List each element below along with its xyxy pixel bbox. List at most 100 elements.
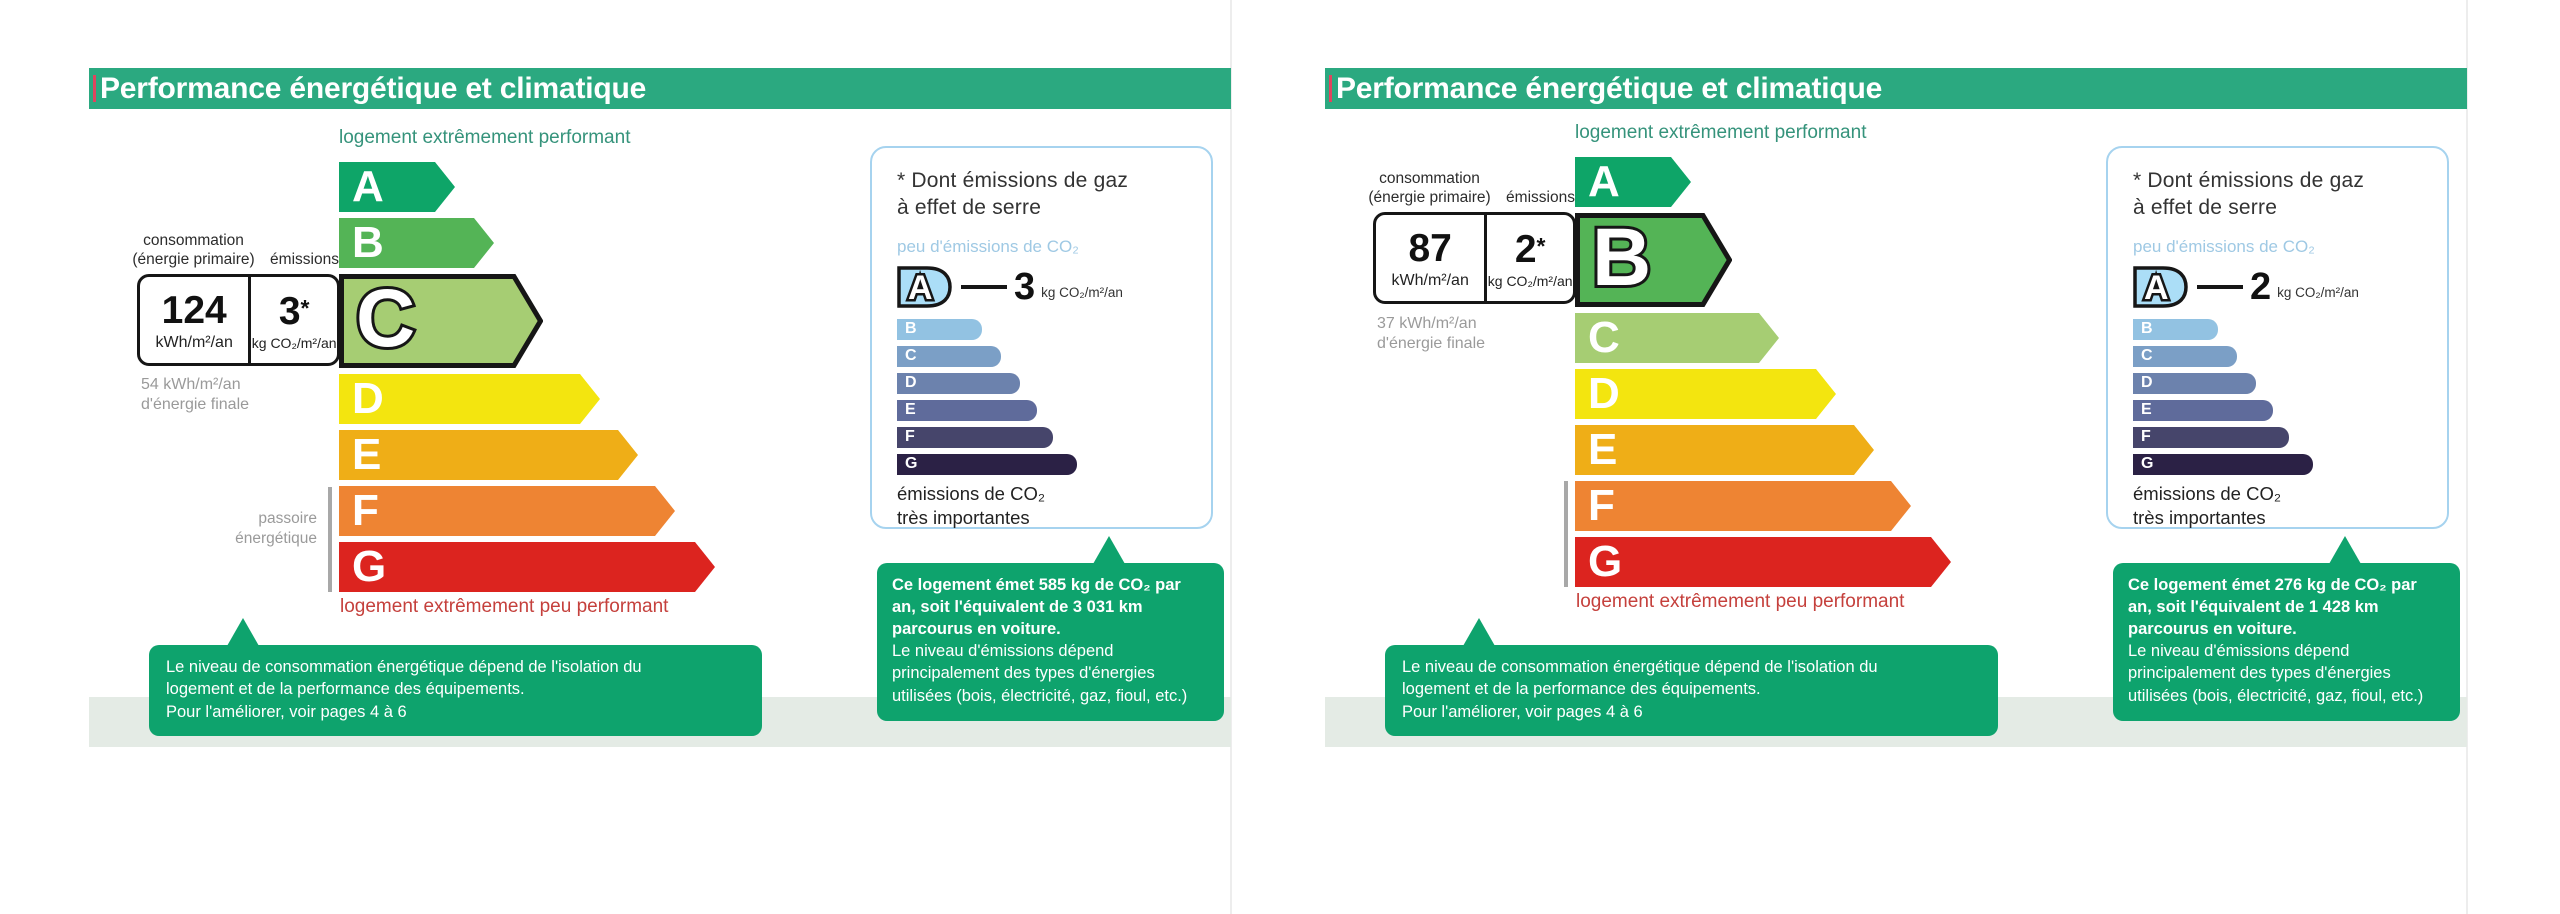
energy-arrow-a: A	[339, 162, 455, 212]
asterisk-mark: *	[1536, 232, 1546, 259]
co2-panel-title: * Dont émissions de gaz à effet de serre	[897, 168, 1193, 222]
emissions-label: émissions	[270, 251, 339, 268]
co2-bar-letter: F	[905, 428, 915, 446]
co2-bar-e: E	[2133, 399, 2273, 421]
co2-bar-d: D	[2133, 372, 2256, 394]
co2-value-number: 3	[278, 289, 301, 333]
co2-rating-unit: kg CO₂/m²/an	[1041, 285, 1123, 301]
co2-bar-letter: E	[905, 401, 916, 419]
co2-unit: kg CO₂/m²/an	[251, 334, 337, 351]
passoire-label: passoire énergétique	[127, 509, 317, 549]
energy-value: 124	[161, 288, 227, 332]
energy-letter: E	[352, 430, 382, 479]
co2-panel-title: * Dont émissions de gaz à effet de serre	[2133, 168, 2429, 222]
callout-pointer	[227, 618, 259, 646]
energy-value: 87	[1408, 226, 1452, 270]
co2-low-label: peu d'émissions de CO₂	[2133, 236, 2315, 256]
co2-high-label-line2: très importantes	[2133, 506, 2266, 528]
ladder-top-label: logement extrêmement performant	[1575, 122, 1867, 143]
co2-class-a-badge: A	[2133, 266, 2188, 308]
co2-bar-b: B	[897, 318, 982, 340]
co2-bar-b: B	[2133, 318, 2218, 340]
energy-letter: B	[352, 218, 384, 267]
text-cursor-mark	[1329, 75, 1332, 102]
passoire-label-line1: passoire	[258, 510, 317, 527]
ladder-top-label: logement extrêmement performant	[339, 127, 631, 148]
co2-pointer-dash	[2197, 284, 2243, 289]
passoire-bracket-bar	[1564, 481, 1568, 587]
co2-scale-bars: B C D E F G	[2133, 318, 2429, 475]
energy-arrow-f: F	[339, 486, 675, 536]
co2-high-label-line1: émissions de CO₂	[2133, 482, 2282, 504]
co2-emissions-panel: * Dont émissions de gaz à effet de serre…	[2106, 146, 2449, 529]
energy-letter: G	[1588, 537, 1623, 586]
consumption-label: consommation (énergie primaire)	[1347, 170, 1512, 207]
co2-panel-title-line1: * Dont émissions de gaz	[897, 169, 1129, 192]
co2-class-a-badge: A	[897, 266, 952, 308]
energy-advice-line2: logement et de la performance des équipe…	[166, 680, 525, 699]
header-banner: Performance énergétique et climatique	[1325, 68, 2467, 109]
co2-summary-regular-text: Le niveau d'émissions dépend principalem…	[2128, 642, 2424, 705]
co2-panel-title-line2: à effet de serre	[2133, 195, 2278, 219]
energy-letter: E	[1588, 425, 1618, 474]
energy-letter: F	[352, 486, 379, 535]
co2-bar-letter: D	[2141, 374, 2153, 392]
co2-value-cell: 3* kg CO₂/m²/an	[248, 277, 337, 363]
energy-arrow-d: D	[339, 374, 600, 424]
energy-arrow-a: A	[1575, 157, 1691, 207]
consumption-label: consommation (énergie primaire)	[111, 232, 276, 269]
emissions-label: émissions	[1506, 189, 1575, 206]
consumption-label-line2: (énergie primaire)	[1368, 188, 1491, 206]
co2-rating-row: A 2 kg CO₂/m²/an	[2133, 264, 2429, 310]
co2-badge-letter: A	[908, 269, 933, 307]
co2-value-number: 2	[1514, 227, 1537, 271]
final-energy-value: 54 kWh/m²/an	[141, 376, 241, 393]
energy-advice-callout: Le niveau de consommation énergétique dé…	[149, 618, 762, 737]
co2-high-label: émissions de CO₂ très importantes	[2133, 482, 2429, 530]
co2-summary-regular-text: Le niveau d'émissions dépend principalem…	[892, 642, 1188, 705]
co2-emissions-panel: * Dont émissions de gaz à effet de serre…	[870, 146, 1213, 529]
co2-rating-value: 3	[1014, 265, 1036, 308]
final-energy-value: 37 kWh/m²/an	[1377, 315, 1477, 332]
selected-energy-arrow-c: C	[339, 274, 543, 368]
energy-letter: D	[1588, 369, 1620, 418]
co2-bar-letter: C	[905, 347, 917, 365]
text-cursor-mark	[93, 75, 96, 102]
co2-bar-g: G	[897, 453, 1077, 475]
energy-arrow-d: D	[1575, 369, 1836, 419]
energy-advice-line1: Le niveau de consommation énergétique dé…	[166, 658, 642, 676]
co2-value-cell: 2* kg CO₂/m²/an	[1484, 215, 1573, 301]
co2-summary-callout: Ce logement émet 585 kg de CO₂ par an, s…	[877, 536, 1224, 721]
energy-letter: D	[352, 374, 384, 423]
value-box: 124 kWh/m²/an 3* kg CO₂/m²/an	[137, 274, 340, 366]
selected-arrow-shape	[339, 274, 543, 368]
energy-arrow-g: G	[339, 542, 715, 592]
co2-badge-shape	[2133, 266, 2188, 308]
energy-advice-line2: logement et de la performance des équipe…	[1402, 680, 1761, 699]
energy-advice-line1: Le niveau de consommation énergétique dé…	[1402, 658, 1878, 676]
energy-class-ladder: A B C D E F G	[339, 162, 715, 592]
final-energy-note: 54 kWh/m²/an d'énergie finale	[141, 375, 249, 416]
co2-bar-f: F	[2133, 426, 2289, 448]
consumption-label-line1: consommation	[1379, 170, 1480, 187]
co2-bar-f: F	[897, 426, 1053, 448]
co2-bar-letter: G	[2141, 455, 2154, 473]
co2-summary-callout: Ce logement émet 276 kg de CO₂ par an, s…	[2113, 536, 2460, 721]
co2-high-label: émissions de CO₂ très importantes	[897, 482, 1193, 530]
energy-letter: C	[1588, 313, 1620, 362]
selected-energy-arrow-b: B	[1575, 213, 1732, 307]
asterisk-mark: *	[300, 294, 310, 321]
co2-high-label-line2: très importantes	[897, 506, 1030, 528]
energy-arrow-g: G	[1575, 537, 1951, 587]
energy-arrow-c: C	[1575, 313, 1779, 363]
co2-pointer-dash	[961, 284, 1007, 289]
energy-advice-callout: Le niveau de consommation énergétique dé…	[1385, 618, 1998, 737]
callout-pointer	[2329, 536, 2361, 564]
co2-bar-letter: G	[905, 455, 918, 473]
co2-value: 2*	[1515, 230, 1546, 269]
co2-bar-d: D	[897, 372, 1020, 394]
passoire-label-line2: énergétique	[235, 530, 317, 548]
energy-arrow-e: E	[1575, 425, 1874, 475]
value-box: 87 kWh/m²/an 2* kg CO₂/m²/an	[1373, 212, 1576, 304]
